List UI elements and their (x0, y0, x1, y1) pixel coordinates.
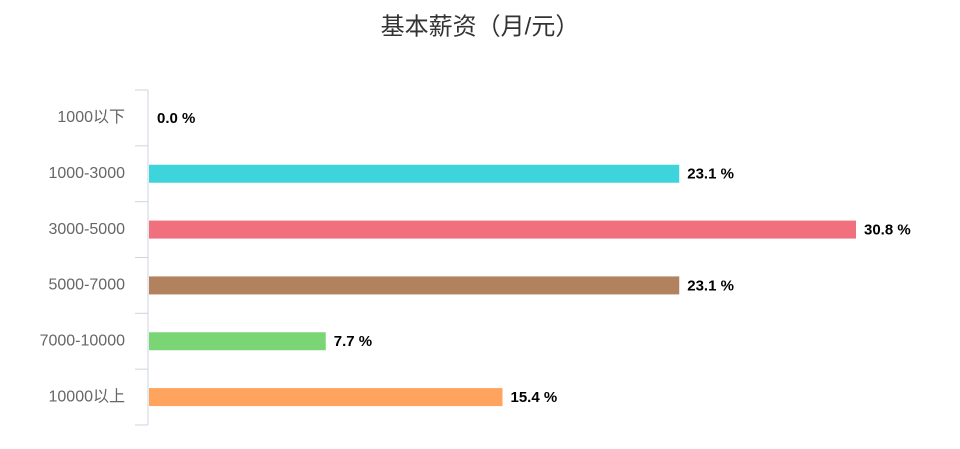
y-tick-label: 1000-3000 (48, 165, 125, 182)
y-tick-label: 7000-10000 (40, 332, 126, 349)
value-label: 0.0 % (157, 110, 195, 127)
value-label: 23.1 % (687, 166, 734, 183)
value-label: 23.1 % (687, 277, 734, 294)
bar (149, 388, 503, 407)
y-tick-label: 5000-7000 (48, 277, 125, 294)
y-tick-label: 10000以上 (49, 387, 126, 405)
y-tick-label: 3000-5000 (48, 221, 125, 238)
bar (149, 220, 856, 239)
value-label: 7.7 % (334, 333, 372, 350)
value-label: 30.8 % (864, 222, 911, 239)
bar (149, 332, 326, 351)
value-label: 15.4 % (511, 389, 558, 406)
y-tick-label: 1000以下 (57, 109, 125, 126)
chart-title: 基本薪资（月/元） (381, 13, 580, 40)
bar (149, 164, 680, 183)
bar (149, 276, 680, 295)
